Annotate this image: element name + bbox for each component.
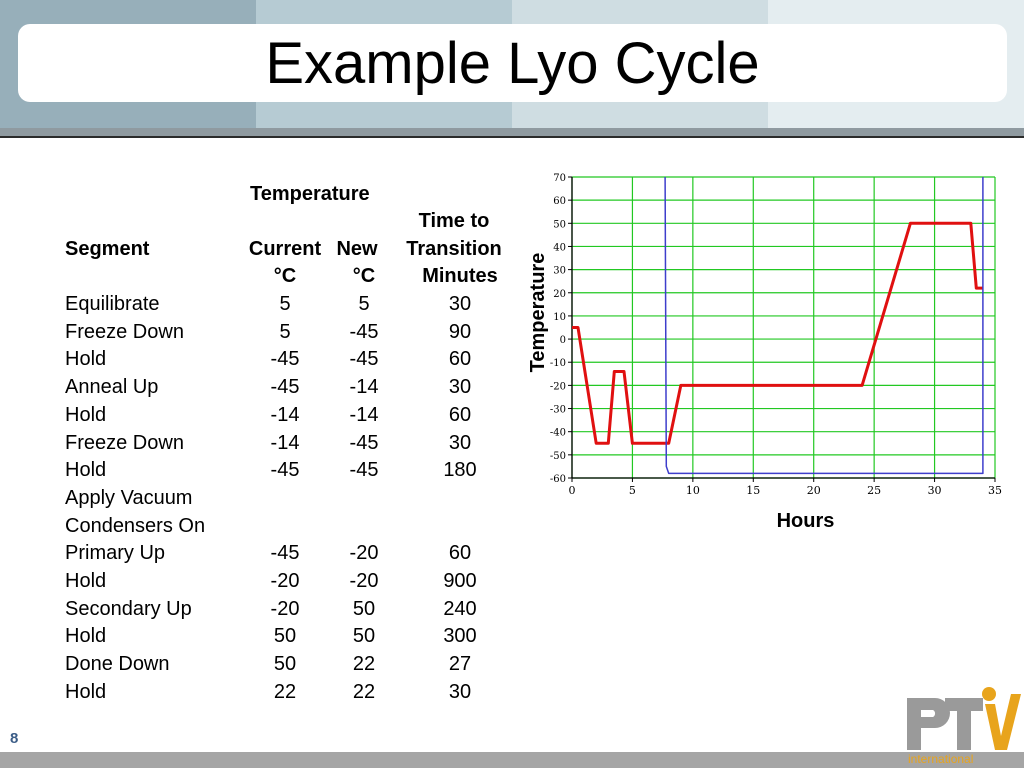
y-tick-label: 70 [553,173,566,184]
row-minutes: 180 [443,459,477,482]
row-new: -20 [349,542,379,565]
row-new: -45 [349,320,379,343]
current-unit-header: °C [273,265,297,287]
y-axis-label: Temperature [527,253,549,373]
row-segment: Apply Vacuum [65,486,193,509]
new-unit-header: °C [352,265,376,287]
y-tick-label: -50 [550,451,566,462]
temperature-chart: 0 5 10 15 20 25 30 35 70 60 50 40 30 20 10 0 -10 -20 -30 -4… [527,173,1002,532]
row-new: -45 [349,459,379,482]
temperature-header: Temperature [250,183,370,205]
x-tick-label: 30 [928,484,942,497]
y-tick-label: 50 [553,219,566,230]
row-minutes: 900 [443,570,477,592]
row-minutes: 27 [448,653,472,676]
slide-title: Example Lyo Cycle [265,31,760,96]
logo-subtext: international [908,752,974,766]
row-segment: Freeze Down [65,431,184,454]
row-segment: Equilibrate [65,293,160,315]
x-tick-label: 0 [569,484,576,497]
x-tick-label: 10 [686,484,700,497]
row-current: 5 [279,320,291,343]
row-segment: Anneal Up [65,376,159,399]
row-segment: Secondary Up [65,597,192,620]
row-current: -45 [270,348,300,371]
time-header-line3: Minutes [422,265,498,287]
page-number: 8 [10,730,19,747]
row-segment: Freeze Down [65,320,184,343]
row-current: -45 [270,459,300,482]
y-tick-label: 40 [553,242,566,253]
row-minutes: 240 [443,597,477,620]
x-tick-label: 15 [746,484,760,497]
row-new: 50 [352,625,376,648]
row-minutes: 300 [443,625,477,648]
row-segment: Condensers On [65,514,206,537]
y-tick-label: -30 [550,405,566,416]
footer-bar [0,752,1024,768]
y-tick-label: -60 [550,474,566,485]
row-segment: Done Down [65,653,170,676]
row-minutes: 30 [448,431,472,454]
row-current: -20 [270,570,300,592]
header-divider-line [0,136,1024,138]
row-new: 22 [352,680,376,703]
row-minutes: 60 [448,348,472,371]
pti-logo [907,687,1021,750]
header-divider [0,128,1024,136]
y-tick-label: -20 [550,381,566,392]
new-header: New [336,238,378,260]
y-tick-label: 30 [553,266,566,277]
row-current: -20 [270,597,300,620]
row-minutes: 90 [448,320,472,343]
row-current: -14 [270,403,300,426]
row-current: 50 [273,625,297,648]
row-segment: Hold [65,625,107,648]
row-current: 5 [279,293,291,315]
row-segment: Hold [65,459,107,482]
x-tick-label: 35 [988,484,1002,497]
plot-area [572,177,995,478]
product-temperature-line [572,221,983,445]
title-box: Example Lyo Cycle [18,24,1007,102]
row-minutes: 60 [448,542,472,565]
row-segment: Hold [65,570,107,592]
vacuum-indicator-line [664,176,984,475]
x-tick-label: 25 [867,484,881,497]
row-minutes: 30 [448,376,472,399]
row-new: 5 [358,293,370,315]
y-tick-label: 60 [553,196,566,207]
row-current: 22 [273,680,297,703]
row-current: 50 [273,653,297,676]
row-current: -45 [270,542,300,565]
row-current: -14 [270,431,300,454]
row-current: -45 [270,376,300,399]
y-tick-label: 0 [560,335,566,346]
y-tick-label: 10 [553,312,566,323]
segment-header: Segment [65,238,150,260]
row-new: -14 [349,376,379,399]
row-new: 22 [352,653,376,676]
row-new: -45 [349,348,379,371]
row-minutes: 30 [448,680,472,703]
time-header-line2: Transition [406,238,502,260]
row-segment: Hold [65,680,107,703]
y-tick-label: 20 [553,289,566,300]
row-minutes: 30 [448,293,472,315]
y-tick-label: -40 [550,428,566,439]
row-minutes: 60 [448,403,472,426]
row-segment: Primary Up [65,542,166,565]
row-new: -14 [349,403,379,426]
row-segment: Hold [65,403,107,426]
current-header: Current [248,238,322,260]
x-tick-label: 20 [807,484,821,497]
row-new: -20 [349,570,379,592]
time-header-line1: Time to [418,210,490,232]
y-tick-label: -10 [550,358,566,369]
row-new: 50 [352,597,376,620]
row-new: -45 [349,431,379,454]
x-axis-label: Hours [777,510,835,532]
x-tick-label: 5 [629,484,636,497]
row-segment: Hold [65,348,107,371]
